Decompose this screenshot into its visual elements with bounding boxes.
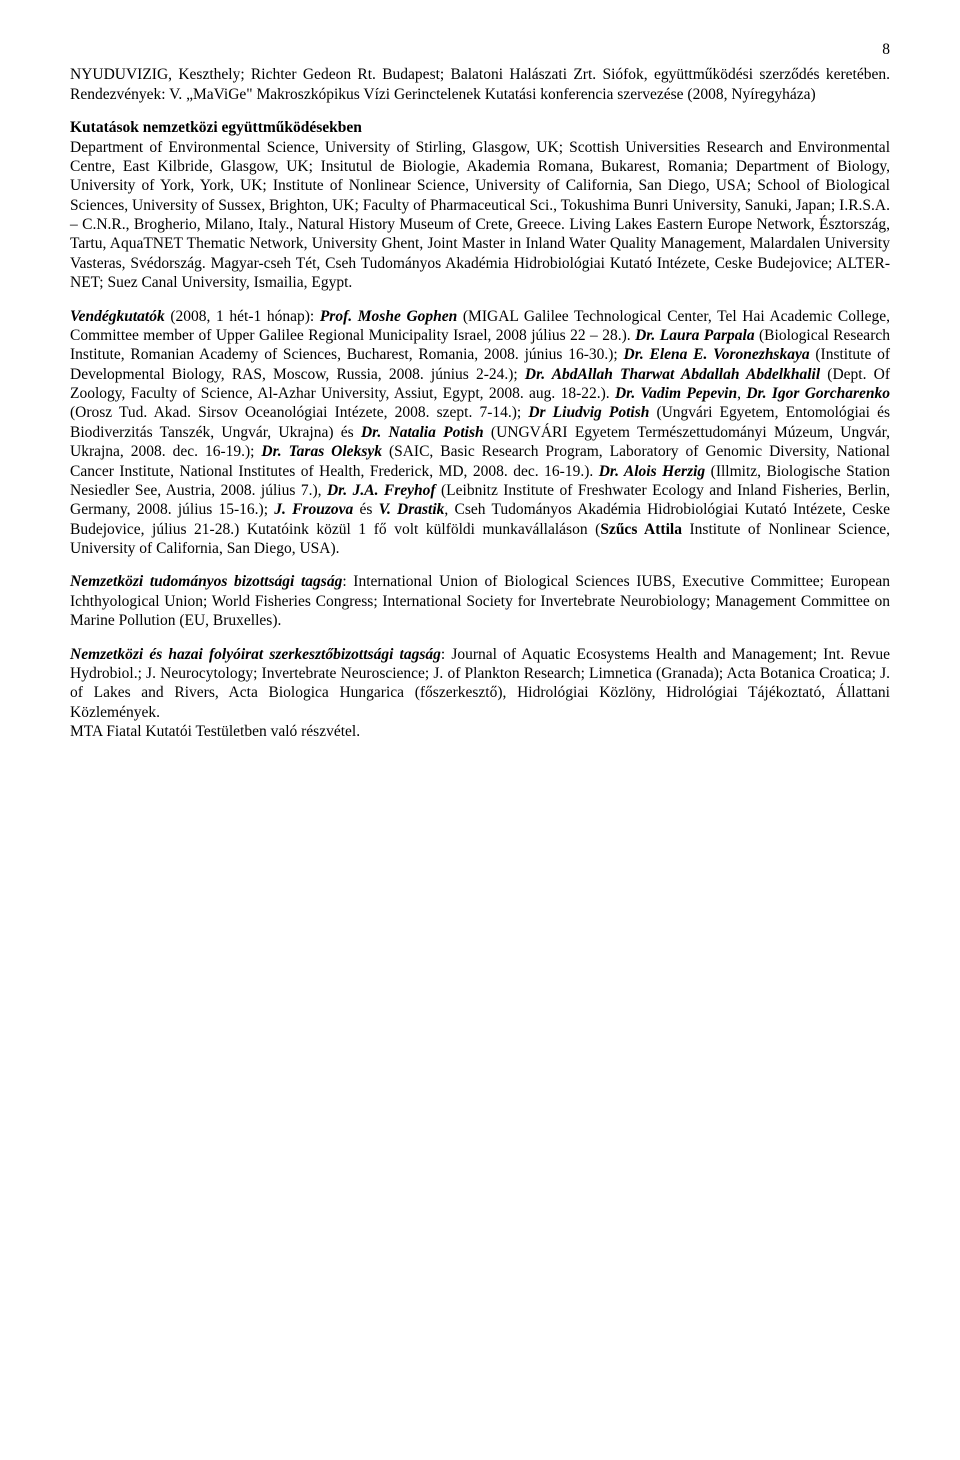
lead-vendegkutatok: Vendégkutatók [70, 308, 165, 325]
paragraph-institutions: Department of Environmental Science, Uni… [70, 138, 890, 293]
text: (2008, 1 hét-1 hónap): [165, 308, 320, 325]
paragraph-committee-membership: Nemzetközi tudományos bizottsági tagság:… [70, 572, 890, 630]
name-parpala: Dr. Laura Parpala [635, 327, 755, 344]
name-drastik: V. Drastik [379, 501, 445, 518]
paragraph-guest-researchers: Vendégkutatók (2008, 1 hét-1 hónap): Pro… [70, 307, 890, 559]
name-abdelkhalil: Dr. AbdAllah Tharwat Abdallah Abdelkhali… [525, 366, 820, 383]
name-szucs: Szűcs Attila [600, 521, 682, 538]
text: és [353, 501, 378, 518]
name-herzig: Dr. Alois Herzig [599, 463, 705, 480]
page-number: 8 [70, 40, 890, 59]
heading-committee: Nemzetközi tudományos bizottsági tagság [70, 573, 342, 590]
name-natalia-potish: Dr. Natalia Potish [361, 424, 484, 441]
heading-editorial: Nemzetközi és hazai folyóirat szerkesztő… [70, 646, 441, 663]
name-oleksyk: Dr. Taras Oleksyk [261, 443, 382, 460]
name-voronezhskaya: Dr. Elena E. Voronezhskaya [624, 346, 810, 363]
name-gorcharenko: Dr. Igor Gorcharenko [746, 385, 890, 402]
name-freyhof: Dr. J.A. Freyhof [327, 482, 436, 499]
text: , [737, 385, 746, 402]
name-frouzova: J. Frouzova [274, 501, 353, 518]
paragraph-intro: NYUDUVIZIG, Keszthely; Richter Gedeon Rt… [70, 65, 890, 104]
paragraph-mta: MTA Fiatal Kutatói Testületben való rész… [70, 722, 890, 741]
text: (Orosz Tud. Akad. Sirsov Oceanológiai In… [70, 404, 528, 421]
name-liudvig-potish: Dr Liudvig Potish [528, 404, 649, 421]
paragraph-editorial-boards: Nemzetközi és hazai folyóirat szerkesztő… [70, 645, 890, 723]
name-pepevin: Dr. Vadim Pepevin [615, 385, 737, 402]
heading-international-coop: Kutatások nemzetközi együttműködésekben [70, 118, 890, 137]
name-gophen: Prof. Moshe Gophen [320, 308, 457, 325]
